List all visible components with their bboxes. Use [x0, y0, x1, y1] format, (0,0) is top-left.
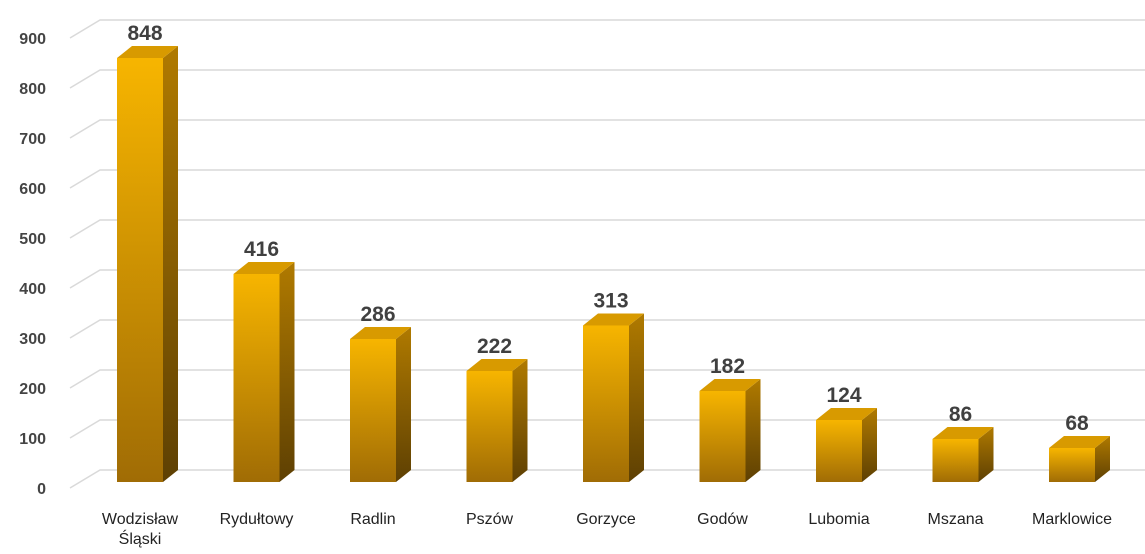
grid-line [69, 119, 1145, 139]
bar-front [117, 58, 163, 482]
y-tick-label: 0 [37, 481, 46, 498]
data-label: 68 [1065, 412, 1089, 435]
y-tick-label: 600 [19, 181, 46, 198]
bar-side [745, 379, 761, 482]
data-label: 86 [949, 403, 972, 426]
bar-side [512, 359, 528, 482]
x-tick-label: Marklowice [1031, 511, 1112, 528]
bar-front [816, 420, 862, 482]
bar [932, 427, 994, 482]
bar-side [629, 313, 644, 482]
bar [466, 359, 528, 482]
bar-front [932, 439, 979, 482]
data-label: 182 [710, 355, 745, 378]
y-tick-label: 500 [19, 231, 46, 248]
x-tick-label: Rydułtowy [219, 511, 294, 528]
bar-side [1095, 436, 1110, 482]
x-tick-label: Mszana [927, 511, 984, 528]
bar-top [350, 327, 411, 339]
bar-side [163, 46, 178, 482]
grid-line [69, 19, 1145, 39]
x-tick-label: Gorzyce [576, 511, 636, 528]
grid-line [69, 369, 1145, 389]
data-label: 848 [127, 22, 162, 45]
y-tick-label: 900 [19, 31, 46, 48]
x-tick-label: Pszów [465, 511, 514, 528]
bar-top [1049, 436, 1110, 448]
grid-line [69, 469, 1145, 489]
bar-top [233, 262, 295, 274]
bar-front [233, 274, 280, 482]
bar [350, 327, 411, 482]
bar-front [583, 325, 629, 482]
bar-front [699, 391, 746, 482]
bar-top [117, 46, 178, 58]
x-tick-label: Radlin [350, 511, 396, 528]
data-label: 222 [477, 335, 512, 358]
bar [117, 46, 178, 482]
bar [233, 262, 295, 482]
grid-line [69, 219, 1145, 239]
y-tick-label: 200 [19, 381, 46, 398]
grid-line [69, 419, 1145, 439]
bar-side [279, 262, 295, 482]
bar [816, 408, 877, 482]
bar-front [466, 371, 513, 482]
x-tick-label: Godów [697, 511, 748, 528]
y-tick-label: 400 [19, 281, 46, 298]
bar-top [583, 313, 644, 326]
x-tick-label: Lubomia [808, 511, 870, 528]
bar [1049, 436, 1110, 482]
bar-front [350, 339, 396, 482]
bar [699, 379, 761, 482]
bar-front [1049, 448, 1095, 482]
bar-top [466, 359, 528, 371]
y-tick-label: 300 [19, 331, 46, 348]
bar-side [862, 408, 877, 482]
bar-top [699, 379, 761, 391]
bar-top [816, 408, 877, 420]
x-tick-label: Wodzisław Śląski [101, 511, 179, 548]
y-tick-label: 800 [19, 81, 46, 98]
grid-line [69, 169, 1145, 189]
data-label: 416 [244, 238, 279, 261]
grid-line [69, 69, 1145, 89]
grid-line [69, 269, 1145, 289]
y-tick-label: 100 [19, 431, 46, 448]
bar-side [978, 427, 994, 482]
data-label: 124 [826, 384, 861, 407]
bar [583, 313, 644, 482]
y-tick-label: 700 [19, 131, 46, 148]
bar-side [396, 327, 411, 482]
data-label: 313 [593, 290, 628, 313]
data-label: 286 [360, 303, 395, 326]
grid-line [69, 319, 1145, 339]
bar-top [932, 427, 994, 439]
